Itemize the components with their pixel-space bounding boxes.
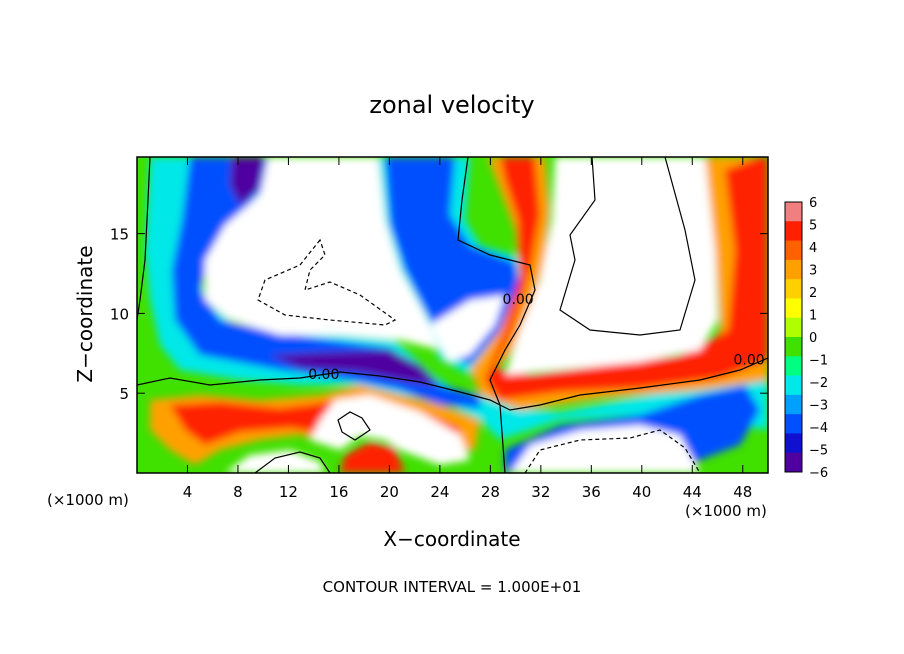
x-tick-label: 24 bbox=[430, 483, 449, 501]
y-tick-label: 10 bbox=[110, 305, 129, 323]
colorbar-segment bbox=[785, 452, 802, 473]
colorbar-tick-label: 3 bbox=[809, 264, 817, 279]
colorbar-tick-label: −3 bbox=[809, 399, 828, 414]
colorbar-segment bbox=[785, 414, 802, 434]
x-tick-label: 12 bbox=[279, 483, 298, 501]
contour-label: 0.00 bbox=[733, 352, 764, 368]
colorbar-tick-label: −5 bbox=[809, 444, 828, 459]
contour-interval-note: CONTOUR INTERVAL = 1.000E+01 bbox=[323, 578, 582, 596]
x-tick-label: 36 bbox=[582, 483, 601, 501]
colorbar: 6 5 4 3 2 1 0 −1 −2 −3 −4 −5 −6 bbox=[784, 196, 828, 481]
y-axis: 5 10 15 bbox=[110, 226, 768, 403]
zero-contour-main bbox=[137, 357, 768, 411]
colorbar-segment bbox=[785, 337, 802, 357]
x-tick-label: 48 bbox=[733, 483, 752, 501]
blank-region-lower-right bbox=[510, 425, 700, 473]
zero-contour-upper bbox=[457, 157, 536, 473]
contour-label: 0.00 bbox=[503, 292, 534, 308]
x-tick-label: 16 bbox=[329, 483, 348, 501]
blank-region-upper-right bbox=[505, 157, 718, 375]
contour-label: 0.00 bbox=[308, 367, 339, 383]
zero-contour-left-edge bbox=[137, 157, 151, 321]
core-negative-mid bbox=[270, 350, 440, 385]
x-axis-unit-left: (×1000 m) bbox=[47, 491, 129, 509]
contour-lines bbox=[137, 157, 768, 473]
zero-contour-bottom bbox=[254, 451, 331, 473]
colorbar-tick-label: −2 bbox=[809, 376, 828, 391]
blank-region-inner bbox=[430, 295, 505, 362]
colorbar-tick-label: 2 bbox=[809, 286, 817, 301]
blank-region-upper-left bbox=[205, 157, 440, 350]
colorbar-tick-label: 4 bbox=[809, 241, 817, 256]
blank-region-bottom-left bbox=[225, 450, 325, 473]
x-tick-label: 8 bbox=[233, 483, 243, 501]
colorbar-segment bbox=[785, 394, 802, 415]
x-tick-label: 44 bbox=[683, 483, 702, 501]
x-tick-label: 20 bbox=[380, 483, 399, 501]
colorbar-tick-label: −6 bbox=[809, 466, 828, 481]
colorbar-segment bbox=[785, 279, 802, 299]
zero-contour-right-blob bbox=[559, 157, 696, 336]
strong-negative-left bbox=[172, 157, 480, 408]
x-tick-label: 32 bbox=[531, 483, 550, 501]
plot-frame bbox=[136, 156, 769, 474]
colorbar-frame bbox=[784, 201, 803, 473]
colorbar-tick-label: 1 bbox=[809, 309, 817, 324]
x-tick-label: 28 bbox=[481, 483, 500, 501]
positive-patch-bottom bbox=[340, 442, 405, 473]
colorbar-tick-label: 5 bbox=[809, 219, 817, 234]
contour-labels: 0.00 0.00 0.00 bbox=[308, 292, 764, 383]
core-negative-left bbox=[230, 157, 265, 205]
x-tick-label: 40 bbox=[632, 483, 651, 501]
colorbar-segment bbox=[785, 375, 802, 396]
colorbar-tick-label: 0 bbox=[809, 331, 817, 346]
y-tick-label: 15 bbox=[110, 226, 129, 244]
colorbar-segment bbox=[785, 317, 802, 338]
colorbar-segment bbox=[785, 259, 802, 280]
colorbar-tick-label: −1 bbox=[809, 354, 828, 369]
strong-positive-right-jet bbox=[485, 157, 768, 400]
colorbar-tick-label: −4 bbox=[809, 421, 828, 436]
x-axis-label: X−coordinate bbox=[383, 527, 520, 551]
velocity-field bbox=[145, 157, 768, 473]
colorbar-segment bbox=[785, 221, 802, 242]
y-axis-label: Z−coordinate bbox=[73, 245, 97, 382]
colorbar-tick-label: 6 bbox=[809, 196, 817, 211]
x-axis: 4 8 12 16 20 24 28 32 36 40 44 48 bbox=[183, 157, 752, 501]
colorbar-segment bbox=[785, 356, 802, 377]
x-axis-unit-right: (×1000 m) bbox=[685, 502, 767, 520]
plot-area: 0.00 0.00 0.00 bbox=[137, 157, 768, 473]
zero-contour-lower-blob bbox=[337, 411, 371, 441]
colorbar-segment bbox=[785, 202, 802, 222]
colorbar-segment bbox=[785, 433, 802, 454]
colorbar-segment bbox=[785, 240, 802, 261]
colorbar-segment bbox=[785, 298, 802, 319]
x-tick-label: 4 bbox=[183, 483, 193, 501]
negative-contour-upper-left bbox=[257, 238, 397, 326]
positive-region-right-jet bbox=[470, 157, 768, 410]
chart-title: zonal velocity bbox=[369, 91, 534, 119]
y-tick-label: 5 bbox=[119, 385, 129, 403]
